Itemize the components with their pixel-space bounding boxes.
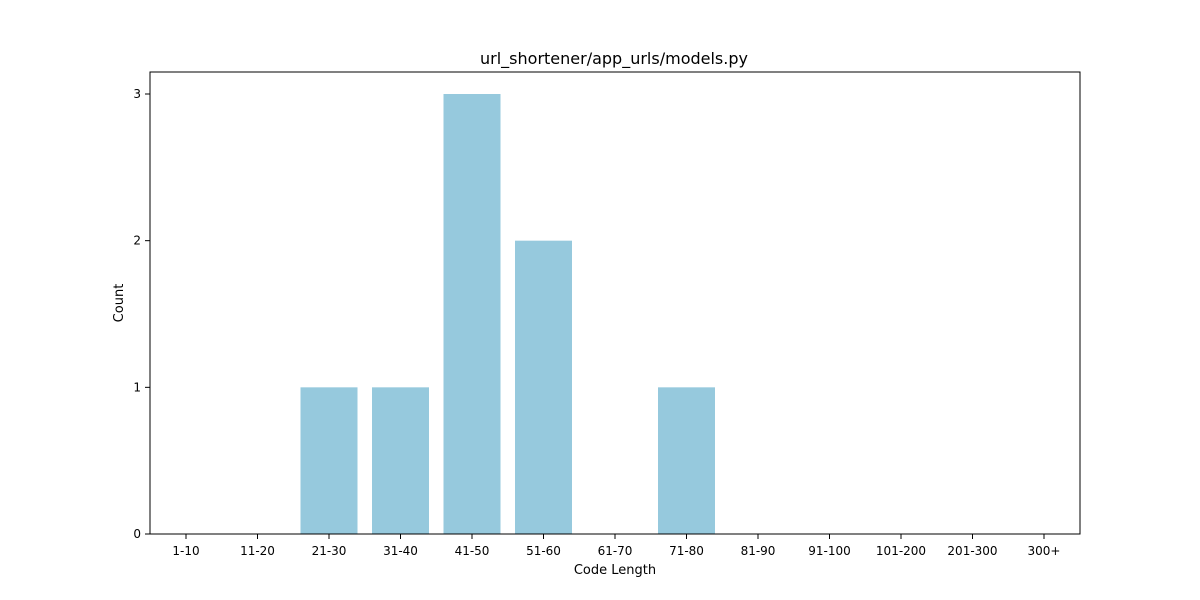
x-tick-label: 21-30: [312, 544, 347, 558]
x-tick-label: 11-20: [240, 544, 275, 558]
chart-title: url_shortener/app_urls/models.py: [480, 49, 748, 69]
y-tick-label: 3: [133, 87, 141, 101]
bar-51-60: [515, 240, 572, 534]
x-tick-label: 61-70: [598, 544, 633, 558]
bar-41-50: [443, 94, 501, 534]
x-tick-label: 41-50: [455, 544, 490, 558]
y-tick-label: 2: [133, 234, 141, 248]
x-axis-label: Code Length: [574, 563, 656, 578]
plot-frame: [149, 71, 1081, 535]
x-ticks: 1-10 11-20 21-30 31-40 41-50 51-60 61-70 71-80 8…: [172, 534, 1060, 558]
x-tick-label: 31-40: [383, 544, 418, 558]
x-tick-label: 300+: [1028, 544, 1061, 558]
x-tick-label: 1-10: [172, 544, 199, 558]
x-tick-label: 91-100: [808, 544, 851, 558]
bar-31-40: [372, 387, 429, 534]
x-tick-label: 201-300: [947, 544, 997, 558]
x-tick-label: 71-80: [669, 544, 704, 558]
x-tick-label: 101-200: [876, 544, 926, 558]
bars-group: [300, 94, 715, 534]
y-axis-label: Count: [112, 284, 127, 323]
y-ticks: 0 1 2 3: [133, 87, 150, 541]
x-tick-label: 51-60: [526, 544, 561, 558]
bar-21-30: [300, 387, 358, 534]
y-tick-label: 0: [133, 527, 141, 541]
x-tick-label: 81-90: [741, 544, 776, 558]
y-tick-label: 1: [133, 380, 141, 394]
bar-71-80: [658, 387, 715, 534]
